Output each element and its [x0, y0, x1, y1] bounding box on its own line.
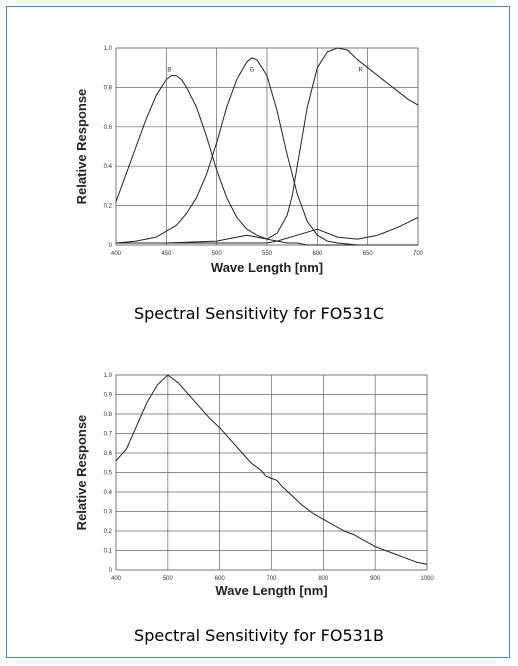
y-tick-label: 1.0 — [104, 46, 113, 52]
series-line-3 — [116, 216, 419, 244]
x-tick-label: 400 — [111, 576, 122, 582]
series-line-b — [115, 75, 418, 246]
y-tick-label: 0.7 — [104, 432, 113, 438]
y-tick-label: 0 — [109, 243, 113, 249]
series-line-g — [115, 57, 418, 246]
x-axis-label: Wave Length [nm] — [211, 260, 323, 275]
x-tick-label: 500 — [212, 251, 223, 257]
x-tick-label: 900 — [370, 576, 381, 582]
y-tick-label: 0.2 — [104, 204, 113, 210]
y-tick-label: 1.0 — [104, 373, 113, 379]
y-tick-label: 0.8 — [104, 412, 113, 418]
chart-caption-fo531b: Spectral Sensitivity for FO531B — [134, 626, 384, 645]
x-tick-label: 400 — [111, 251, 122, 257]
y-tick-label: 0.4 — [104, 164, 113, 170]
chart-caption-fo531c: Spectral Sensitivity for FO531C — [133, 304, 385, 323]
y-tick-label: 0.6 — [104, 125, 113, 131]
x-axis-label: Wave Length [nm] — [215, 583, 327, 598]
x-tick-label: 550 — [262, 251, 273, 257]
x-tick-label: 700 — [413, 251, 424, 257]
y-tick-label: 0.5 — [104, 471, 113, 477]
x-tick-label: 500 — [163, 576, 174, 582]
y-axis-label: Relative Response — [74, 415, 89, 531]
series-label-b: B — [167, 68, 171, 74]
x-tick-label: 700 — [266, 576, 277, 582]
x-tick-label: 1000 — [420, 576, 434, 582]
x-tick-label: 600 — [215, 576, 226, 582]
y-tick-label: 0.2 — [104, 529, 113, 535]
series-label-g: G — [250, 68, 255, 74]
y-tick-label: 0.1 — [104, 549, 113, 555]
x-tick-label: 650 — [363, 251, 374, 257]
y-tick-label: 0.3 — [104, 510, 113, 516]
y-tick-label: 0.6 — [104, 451, 113, 457]
y-tick-label: 0.8 — [104, 85, 113, 91]
y-axis-label: Relative Response — [74, 89, 89, 205]
series-line-0 — [115, 374, 428, 565]
y-tick-label: 0.4 — [104, 490, 113, 496]
x-tick-label: 600 — [312, 251, 323, 257]
x-tick-label: 450 — [161, 251, 172, 257]
y-tick-label: 0 — [109, 568, 113, 574]
chart-fo531b: 400 500 600 700 800 900 1000 0 0.1 0.2 0.3 0.4 0.5 0.… — [74, 373, 434, 598]
x-tick-label: 800 — [318, 576, 329, 582]
series-label-r: R — [358, 68, 363, 74]
series-line-r — [116, 47, 419, 244]
y-tick-label: 0.9 — [104, 393, 113, 399]
chart-fo531c: 400 450 500 550 600 650 700 0 0.2 0.4 0.6 0.8 1.0 B G R… — [74, 46, 424, 275]
